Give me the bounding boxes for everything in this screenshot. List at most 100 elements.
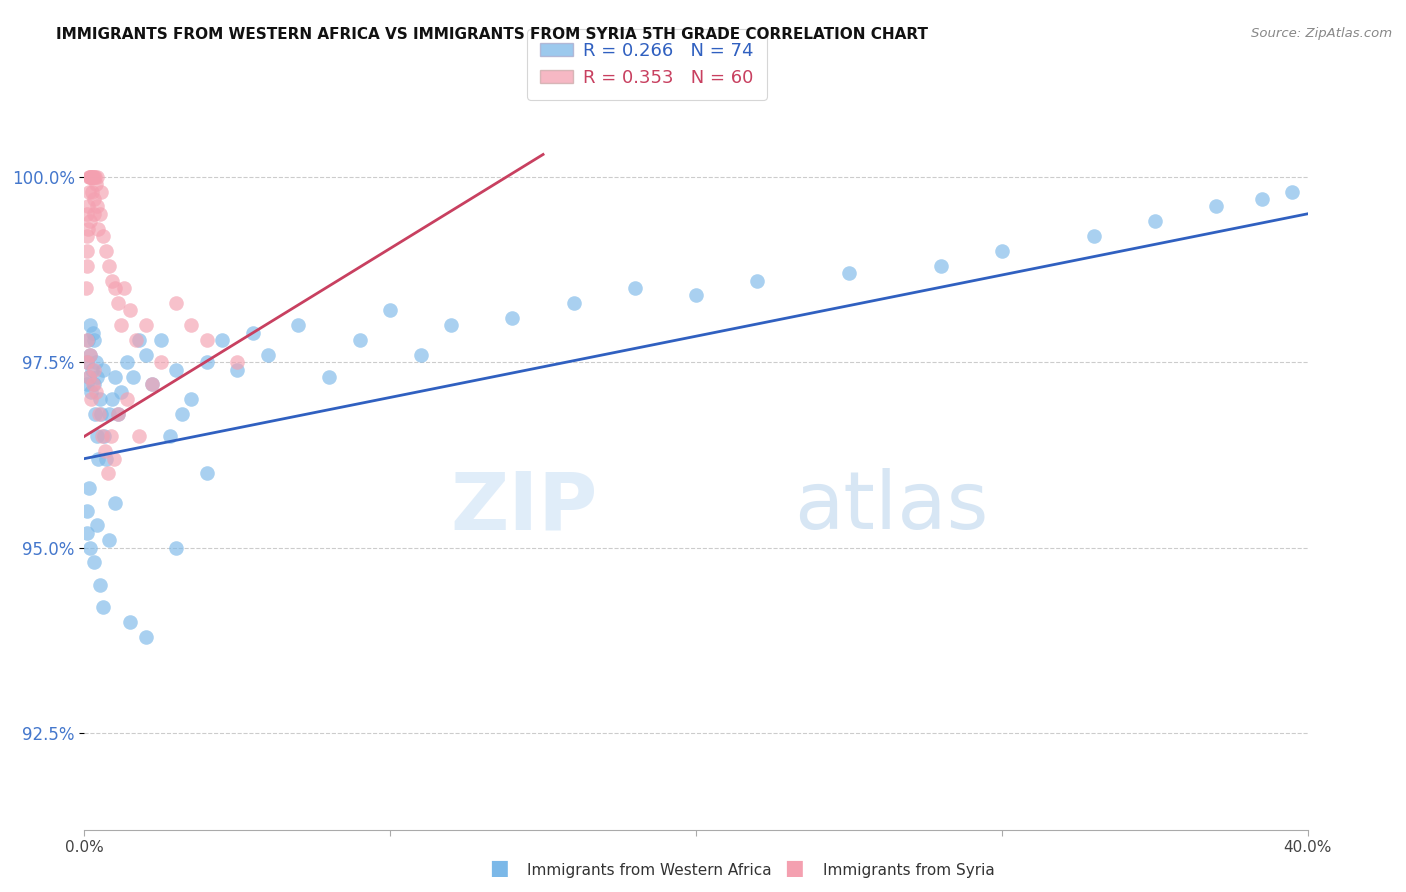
Point [440,318,463,332]
Point [195,467,218,481]
Point [141,377,163,392]
Point [97,259,120,273]
Point [79,169,101,184]
Point [87,407,110,421]
Point [84,177,107,191]
Point [93,429,115,443]
Point [211,333,233,347]
Point [91,362,114,376]
Point [165,541,187,555]
Point [104,370,127,384]
Point [76,333,98,347]
Point [747,274,769,288]
Point [562,296,585,310]
Point [97,407,120,421]
Point [84,169,107,184]
Point [409,348,432,362]
Point [172,407,194,421]
Point [101,274,124,288]
Point [624,281,647,295]
Point [79,318,101,332]
Point [83,377,105,392]
Point [103,451,125,466]
Point [226,362,249,376]
Text: ■: ■ [489,858,509,878]
Point [83,169,105,184]
Point [76,244,98,258]
Point [165,296,187,310]
Point [104,496,127,510]
Point [80,169,103,184]
Point [135,630,157,644]
Point [76,355,98,369]
Point [115,355,138,369]
Point [80,392,103,407]
Text: ZIP: ZIP [451,468,598,547]
Point [107,407,129,421]
Point [838,266,860,280]
Point [91,429,114,443]
Point [287,318,309,332]
Point [1205,199,1227,213]
Point [76,207,98,221]
Point [83,333,105,347]
Point [77,333,100,347]
Point [82,326,104,340]
Point [97,533,120,548]
Point [91,599,114,614]
Point [83,556,105,570]
Point [135,318,157,332]
Point [76,525,98,540]
Point [94,244,117,258]
Point [1281,185,1303,199]
Point [1250,192,1272,206]
Point [76,377,98,392]
Point [77,185,100,199]
Point [77,169,100,184]
Point [82,377,104,392]
Point [89,207,111,221]
Y-axis label: 5th Grade: 5th Grade [0,417,3,493]
Point [101,392,124,407]
Point [86,169,108,184]
Point [87,221,110,235]
Point [84,355,107,369]
Point [76,503,98,517]
Point [77,370,100,384]
Point [195,333,218,347]
Point [180,318,202,332]
Point [90,407,112,421]
Point [125,333,148,347]
Point [86,518,108,533]
Point [149,355,172,369]
Point [82,169,104,184]
Point [80,169,103,184]
Point [77,199,100,213]
Point [79,169,101,184]
Point [79,541,101,555]
Point [89,578,111,592]
Point [89,392,111,407]
Point [75,281,97,295]
Point [128,429,150,443]
Point [135,348,157,362]
Point [122,370,145,384]
Point [87,451,110,466]
Text: ■: ■ [785,858,804,878]
Point [159,429,181,443]
Point [195,355,218,369]
Point [128,333,150,347]
Point [97,467,120,481]
Point [83,207,105,221]
Text: IMMIGRANTS FROM WESTERN AFRICA VS IMMIGRANTS FROM SYRIA 5TH GRADE CORRELATION CH: IMMIGRANTS FROM WESTERN AFRICA VS IMMIGR… [56,27,928,42]
Point [112,281,135,295]
Point [84,384,107,399]
Point [86,199,108,213]
Point [180,392,202,407]
Text: Immigrants from Syria: Immigrants from Syria [823,863,994,878]
Point [107,296,129,310]
Point [120,303,142,318]
Text: Source: ZipAtlas.com: Source: ZipAtlas.com [1251,27,1392,40]
Point [79,214,101,228]
Point [349,333,371,347]
